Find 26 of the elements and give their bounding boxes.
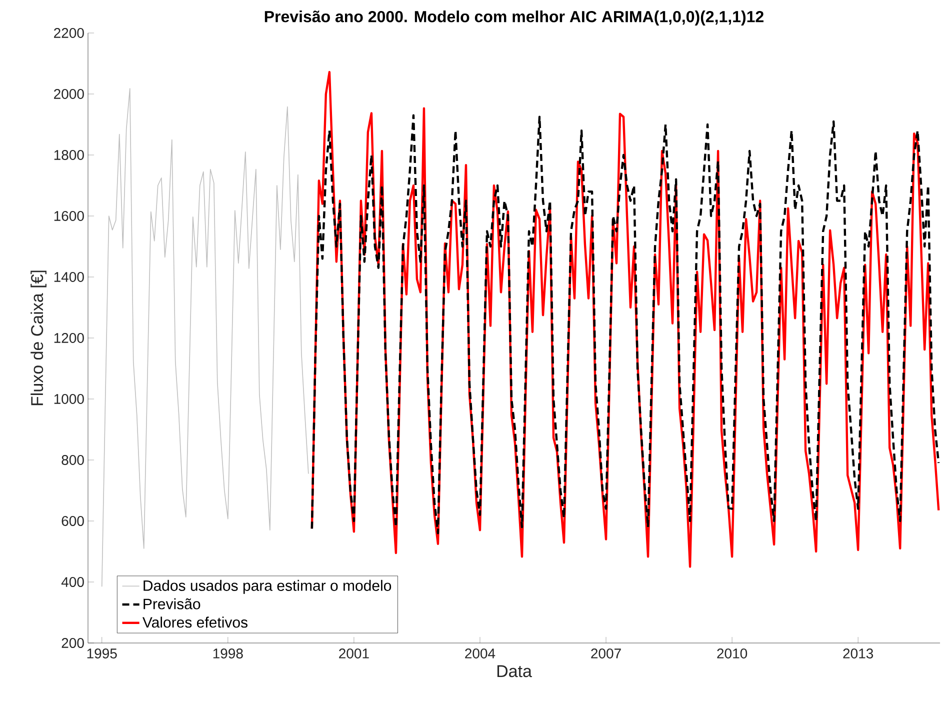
chart-title: Previsão ano 2000. Modelo com melhor AIC ARIMA(1,0,0)(2,1,1)12 [264,10,764,26]
x-tick-label: 2010 [717,648,748,658]
y-tick-label: 600 [62,516,84,526]
line-series [310,70,940,568]
y-tick-label: 800 [62,455,84,465]
x-axis-title: Data [497,665,532,678]
x-tick-label: 2013 [843,648,874,658]
y-tick-label: 1800 [54,150,84,160]
legend-label: Dados usados para estimar o modelo [144,580,392,594]
x-tick-label: 2004 [465,648,496,658]
y-axis-title: Fluxo de Caixa [€] [30,270,46,406]
y-tick-label: 1400 [54,272,84,282]
x-tick-label: 2001 [339,648,369,658]
legend-label: Valores efetivos [142,616,248,628]
y-tick-label: 1000 [54,394,84,404]
y-tick-label: 1200 [54,333,84,343]
y-tick-label: 200 [62,638,84,648]
legend-label: Previsão [144,598,200,610]
y-tick-label: 1600 [54,211,84,221]
x-tick-label: 1998 [213,648,243,658]
x-tick-label: 1995 [87,648,117,658]
line-series [310,114,940,534]
y-tick-label: 2000 [54,89,84,99]
y-tick-label: 2200 [54,28,84,38]
x-tick-label: 2007 [591,648,621,658]
y-tick-label: 400 [61,577,84,587]
